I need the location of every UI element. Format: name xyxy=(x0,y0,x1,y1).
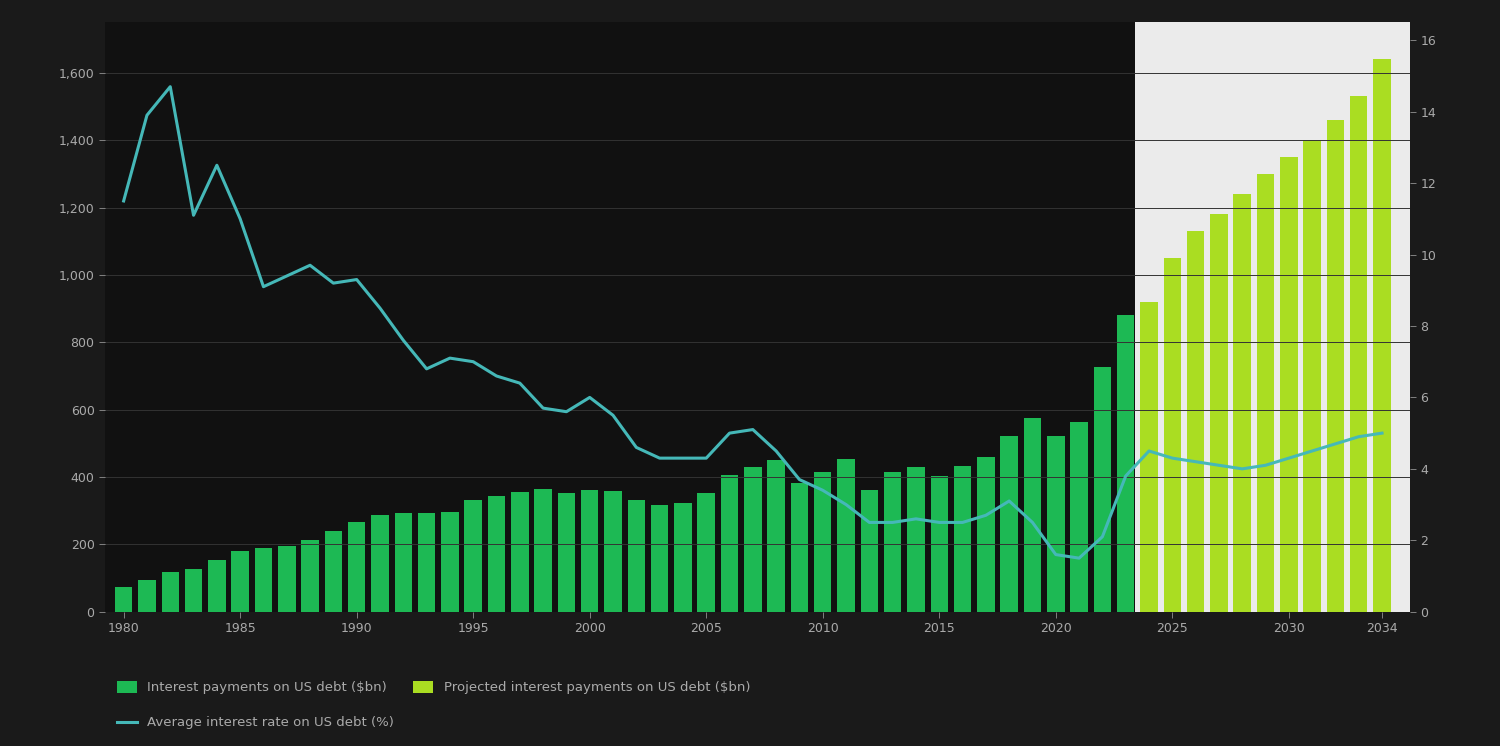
Bar xyxy=(1374,60,1390,612)
Bar xyxy=(1186,231,1204,612)
Bar xyxy=(348,522,366,612)
Bar xyxy=(722,475,738,612)
Bar xyxy=(138,580,156,612)
Bar xyxy=(441,512,459,612)
Bar xyxy=(884,472,902,612)
Bar xyxy=(394,513,412,612)
Legend: Average interest rate on US debt (%): Average interest rate on US debt (%) xyxy=(111,711,399,735)
Bar xyxy=(908,467,924,612)
Bar xyxy=(302,539,320,612)
Bar xyxy=(744,467,762,612)
Bar xyxy=(1023,418,1041,612)
Bar xyxy=(184,568,202,612)
Bar xyxy=(1000,436,1018,612)
Bar xyxy=(954,466,972,612)
Bar xyxy=(1118,316,1134,612)
Bar xyxy=(861,490,877,612)
Bar xyxy=(627,500,645,612)
Bar xyxy=(1140,302,1158,612)
Bar xyxy=(370,515,388,612)
Bar xyxy=(255,548,272,612)
Bar xyxy=(209,560,225,612)
Bar xyxy=(1304,140,1322,612)
Bar xyxy=(465,500,482,612)
Bar xyxy=(837,459,855,612)
Bar xyxy=(674,504,692,612)
Bar xyxy=(790,483,808,612)
Bar xyxy=(1326,120,1344,612)
Bar xyxy=(419,513,435,612)
Bar xyxy=(162,572,178,612)
Bar xyxy=(512,492,528,612)
Bar xyxy=(698,493,715,612)
Bar xyxy=(604,491,622,612)
Bar xyxy=(1071,422,1088,612)
Bar xyxy=(930,477,948,612)
Bar xyxy=(1280,157,1298,612)
Bar xyxy=(231,551,249,612)
Bar xyxy=(1257,174,1275,612)
Bar xyxy=(580,490,598,612)
Bar xyxy=(1350,96,1368,612)
Bar xyxy=(976,457,994,612)
Bar xyxy=(1233,194,1251,612)
Bar xyxy=(534,489,552,612)
Bar xyxy=(1136,22,1434,612)
Bar xyxy=(558,493,574,612)
Bar xyxy=(815,472,831,612)
Bar xyxy=(116,587,132,612)
Bar xyxy=(768,460,784,612)
Bar xyxy=(1047,436,1065,612)
Bar xyxy=(1210,214,1227,612)
Bar xyxy=(651,504,669,612)
Bar xyxy=(324,531,342,612)
Bar xyxy=(278,546,296,612)
Bar xyxy=(1164,258,1180,612)
Bar xyxy=(488,496,506,612)
Bar xyxy=(1094,367,1112,612)
